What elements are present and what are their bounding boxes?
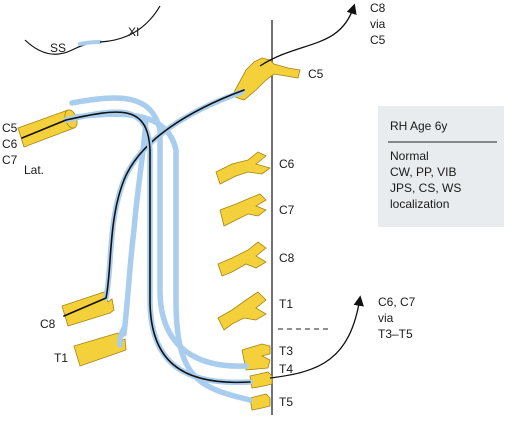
t5-root-stub [249,393,271,411]
label-t3: T3 [279,344,293,358]
mid-arrow-label-3: T3–T5 [378,327,413,341]
label-c5-right: C5 [308,67,324,81]
t1-left-stump [73,332,127,367]
label-c6-right: C6 [279,157,295,171]
info-box-line-4: localization [390,197,449,211]
label-t1-right: T1 [279,297,293,311]
top-arrow-label-1: C8 [370,1,386,15]
c5-transfer-arrow [259,3,357,67]
label-t1-left: T1 [54,351,68,365]
info-box-line-3: JPS, CS, WS [390,181,461,195]
t3-root-stub [241,343,271,371]
label-lat: Lat. [24,163,44,177]
c6-root-stub [215,151,271,185]
info-box-line-2: CW, PP, VIB [390,165,456,179]
c7-root-stub [219,193,267,227]
t3-t5-transfer-arrow [269,295,364,379]
label-c8-left: C8 [40,317,56,331]
c8-root-stub [217,241,267,277]
c5-root-stub [231,57,301,101]
label-t4: T4 [279,362,293,376]
accessory-nerve-tail [99,5,161,43]
label-t5: T5 [279,395,293,409]
label-xi: XI [128,25,139,39]
accessory-nerve-graft-segment [78,40,102,46]
top-arrow-label-3: C5 [370,33,386,47]
label-c7-left: C7 [2,153,18,167]
label-ss: SS [50,41,66,55]
mid-arrow-label-1: C6, C7 [378,295,416,309]
graft-c6c7-to-t4-core [21,111,251,384]
t1-root-stub [217,291,267,331]
mid-arrow-label-2: via [378,311,394,325]
t4-root-stub [249,371,273,389]
top-arrow-label-2: via [370,17,386,31]
label-c6-left: C6 [2,137,18,151]
graft-c8-to-c5-core [63,89,245,317]
graft-c6c7-to-t3 [69,95,249,369]
label-c8-right: C8 [279,251,295,265]
info-box-line-1: Normal [390,149,429,163]
label-c7-right: C7 [279,203,295,217]
label-c5-left: C5 [2,121,18,135]
info-box: RH Age 6y Normal CW, PP, VIB JPS, CS, WS… [378,106,504,227]
info-box-title: RH Age 6y [390,119,447,133]
